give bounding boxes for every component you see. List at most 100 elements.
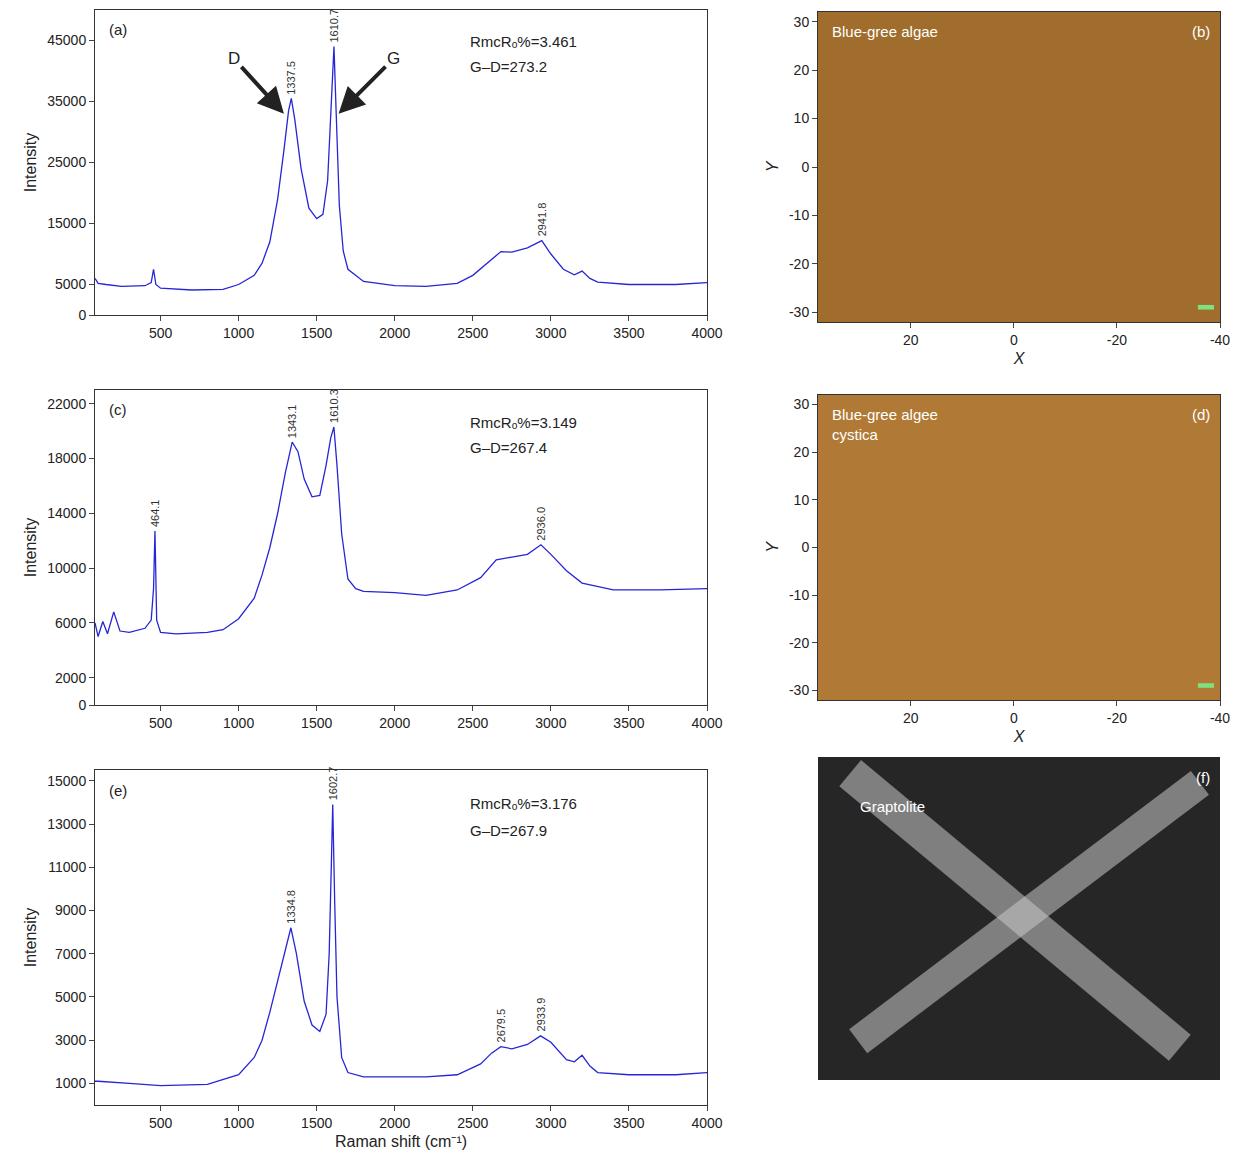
svg-text:25000: 25000 <box>47 154 86 170</box>
svg-text:0: 0 <box>78 307 86 323</box>
svg-text:-20: -20 <box>1107 710 1127 726</box>
svg-text:3000: 3000 <box>55 1032 86 1048</box>
svg-text:G–D=267.4: G–D=267.4 <box>470 439 547 456</box>
svg-text:0: 0 <box>801 539 809 555</box>
svg-text:1610.3: 1610.3 <box>328 389 340 423</box>
svg-text:10: 10 <box>794 110 810 126</box>
svg-text:1602.7: 1602.7 <box>327 767 339 801</box>
svg-text:2933.9: 2933.9 <box>535 998 547 1032</box>
svg-text:2679.5: 2679.5 <box>495 1009 507 1043</box>
svg-text:1610.7: 1610.7 <box>328 9 340 43</box>
svg-text:(c): (c) <box>109 401 127 418</box>
svg-text:Y: Y <box>764 160 781 172</box>
svg-text:30: 30 <box>794 396 810 412</box>
svg-text:3500: 3500 <box>613 715 644 731</box>
svg-text:(d): (d) <box>1192 406 1210 423</box>
svg-text:20: 20 <box>794 62 810 78</box>
svg-text:500: 500 <box>149 715 173 731</box>
svg-text:2936.0: 2936.0 <box>535 507 547 541</box>
svg-text:1500: 1500 <box>301 715 332 731</box>
svg-text:4000: 4000 <box>691 325 722 341</box>
svg-text:11000: 11000 <box>48 859 86 875</box>
svg-text:X: X <box>1013 728 1026 745</box>
svg-text:RmcRₒ%=3.149: RmcRₒ%=3.149 <box>470 414 577 431</box>
svg-text:3500: 3500 <box>613 1115 644 1131</box>
svg-text:Raman shift (cm⁻¹): Raman shift (cm⁻¹) <box>335 1133 467 1150</box>
svg-text:0: 0 <box>1010 710 1018 726</box>
svg-text:0: 0 <box>801 159 809 175</box>
svg-text:15000: 15000 <box>47 215 86 231</box>
svg-text:22000: 22000 <box>47 396 86 412</box>
svg-text:1334.8: 1334.8 <box>285 890 297 924</box>
svg-text:X: X <box>1013 350 1026 367</box>
svg-text:6000: 6000 <box>55 615 86 631</box>
svg-text:500: 500 <box>149 1115 173 1131</box>
svg-text:G–D=267.9: G–D=267.9 <box>470 822 547 839</box>
svg-text:-20: -20 <box>789 635 809 651</box>
svg-text:0: 0 <box>1010 332 1018 348</box>
svg-text:1000: 1000 <box>55 1075 86 1091</box>
svg-text:3000: 3000 <box>535 1115 566 1131</box>
svg-text:13000: 13000 <box>47 816 86 832</box>
svg-text:1000: 1000 <box>223 325 254 341</box>
svg-text:20: 20 <box>903 332 919 348</box>
svg-text:5000: 5000 <box>55 276 86 292</box>
svg-text:20: 20 <box>794 444 810 460</box>
svg-text:500: 500 <box>149 325 173 341</box>
svg-text:-30: -30 <box>789 304 809 320</box>
svg-text:D: D <box>228 49 240 68</box>
svg-text:1000: 1000 <box>223 715 254 731</box>
svg-text:3000: 3000 <box>535 715 566 731</box>
svg-text:4000: 4000 <box>691 1115 722 1131</box>
svg-text:4000: 4000 <box>691 715 722 731</box>
svg-text:9000: 9000 <box>55 902 86 918</box>
svg-text:30: 30 <box>794 14 810 30</box>
svg-text:(b): (b) <box>1192 23 1210 40</box>
svg-text:3500: 3500 <box>613 325 644 341</box>
svg-text:-10: -10 <box>789 587 809 603</box>
svg-text:1337.5: 1337.5 <box>285 61 297 95</box>
svg-text:Graptolite: Graptolite <box>860 798 925 815</box>
svg-text:2941.8: 2941.8 <box>536 203 548 237</box>
svg-text:2000: 2000 <box>55 670 86 686</box>
svg-text:RmcRₒ%=3.176: RmcRₒ%=3.176 <box>470 795 577 812</box>
svg-text:2000: 2000 <box>379 715 410 731</box>
svg-text:3000: 3000 <box>535 325 566 341</box>
svg-text:0: 0 <box>78 697 86 713</box>
svg-text:Y: Y <box>764 541 781 553</box>
svg-text:-20: -20 <box>789 256 809 272</box>
svg-text:Intensity: Intensity <box>22 133 39 193</box>
svg-text:5000: 5000 <box>55 989 86 1005</box>
svg-text:45000: 45000 <box>47 32 86 48</box>
svg-text:10000: 10000 <box>47 560 86 576</box>
svg-text:G: G <box>387 49 400 68</box>
svg-text:-30: -30 <box>789 682 809 698</box>
svg-text:(e): (e) <box>109 782 127 799</box>
svg-text:Blue-gree algae: Blue-gree algae <box>832 23 938 40</box>
svg-text:Blue-gree algeecystica: Blue-gree algeecystica <box>832 406 938 443</box>
svg-text:-40: -40 <box>1210 332 1230 348</box>
svg-text:18000: 18000 <box>47 450 86 466</box>
svg-text:7000: 7000 <box>55 946 86 962</box>
svg-text:2500: 2500 <box>457 1115 488 1131</box>
svg-text:2000: 2000 <box>379 325 410 341</box>
svg-text:2500: 2500 <box>457 715 488 731</box>
svg-text:(a): (a) <box>109 21 127 38</box>
svg-text:Intensity: Intensity <box>22 518 39 578</box>
svg-text:-10: -10 <box>789 207 809 223</box>
svg-text:(f): (f) <box>1196 769 1210 786</box>
svg-text:1500: 1500 <box>301 325 332 341</box>
svg-text:Intensity: Intensity <box>22 908 39 968</box>
svg-text:G–D=273.2: G–D=273.2 <box>470 58 547 75</box>
svg-text:1000: 1000 <box>223 1115 254 1131</box>
svg-text:-20: -20 <box>1107 332 1127 348</box>
svg-text:1500: 1500 <box>301 1115 332 1131</box>
svg-text:-40: -40 <box>1210 710 1230 726</box>
svg-text:20: 20 <box>903 710 919 726</box>
svg-text:2500: 2500 <box>457 325 488 341</box>
svg-text:RmcRₒ%=3.461: RmcRₒ%=3.461 <box>470 33 577 50</box>
svg-text:464.1: 464.1 <box>149 500 161 528</box>
svg-text:35000: 35000 <box>47 93 86 109</box>
svg-text:14000: 14000 <box>47 505 86 521</box>
svg-text:2000: 2000 <box>379 1115 410 1131</box>
